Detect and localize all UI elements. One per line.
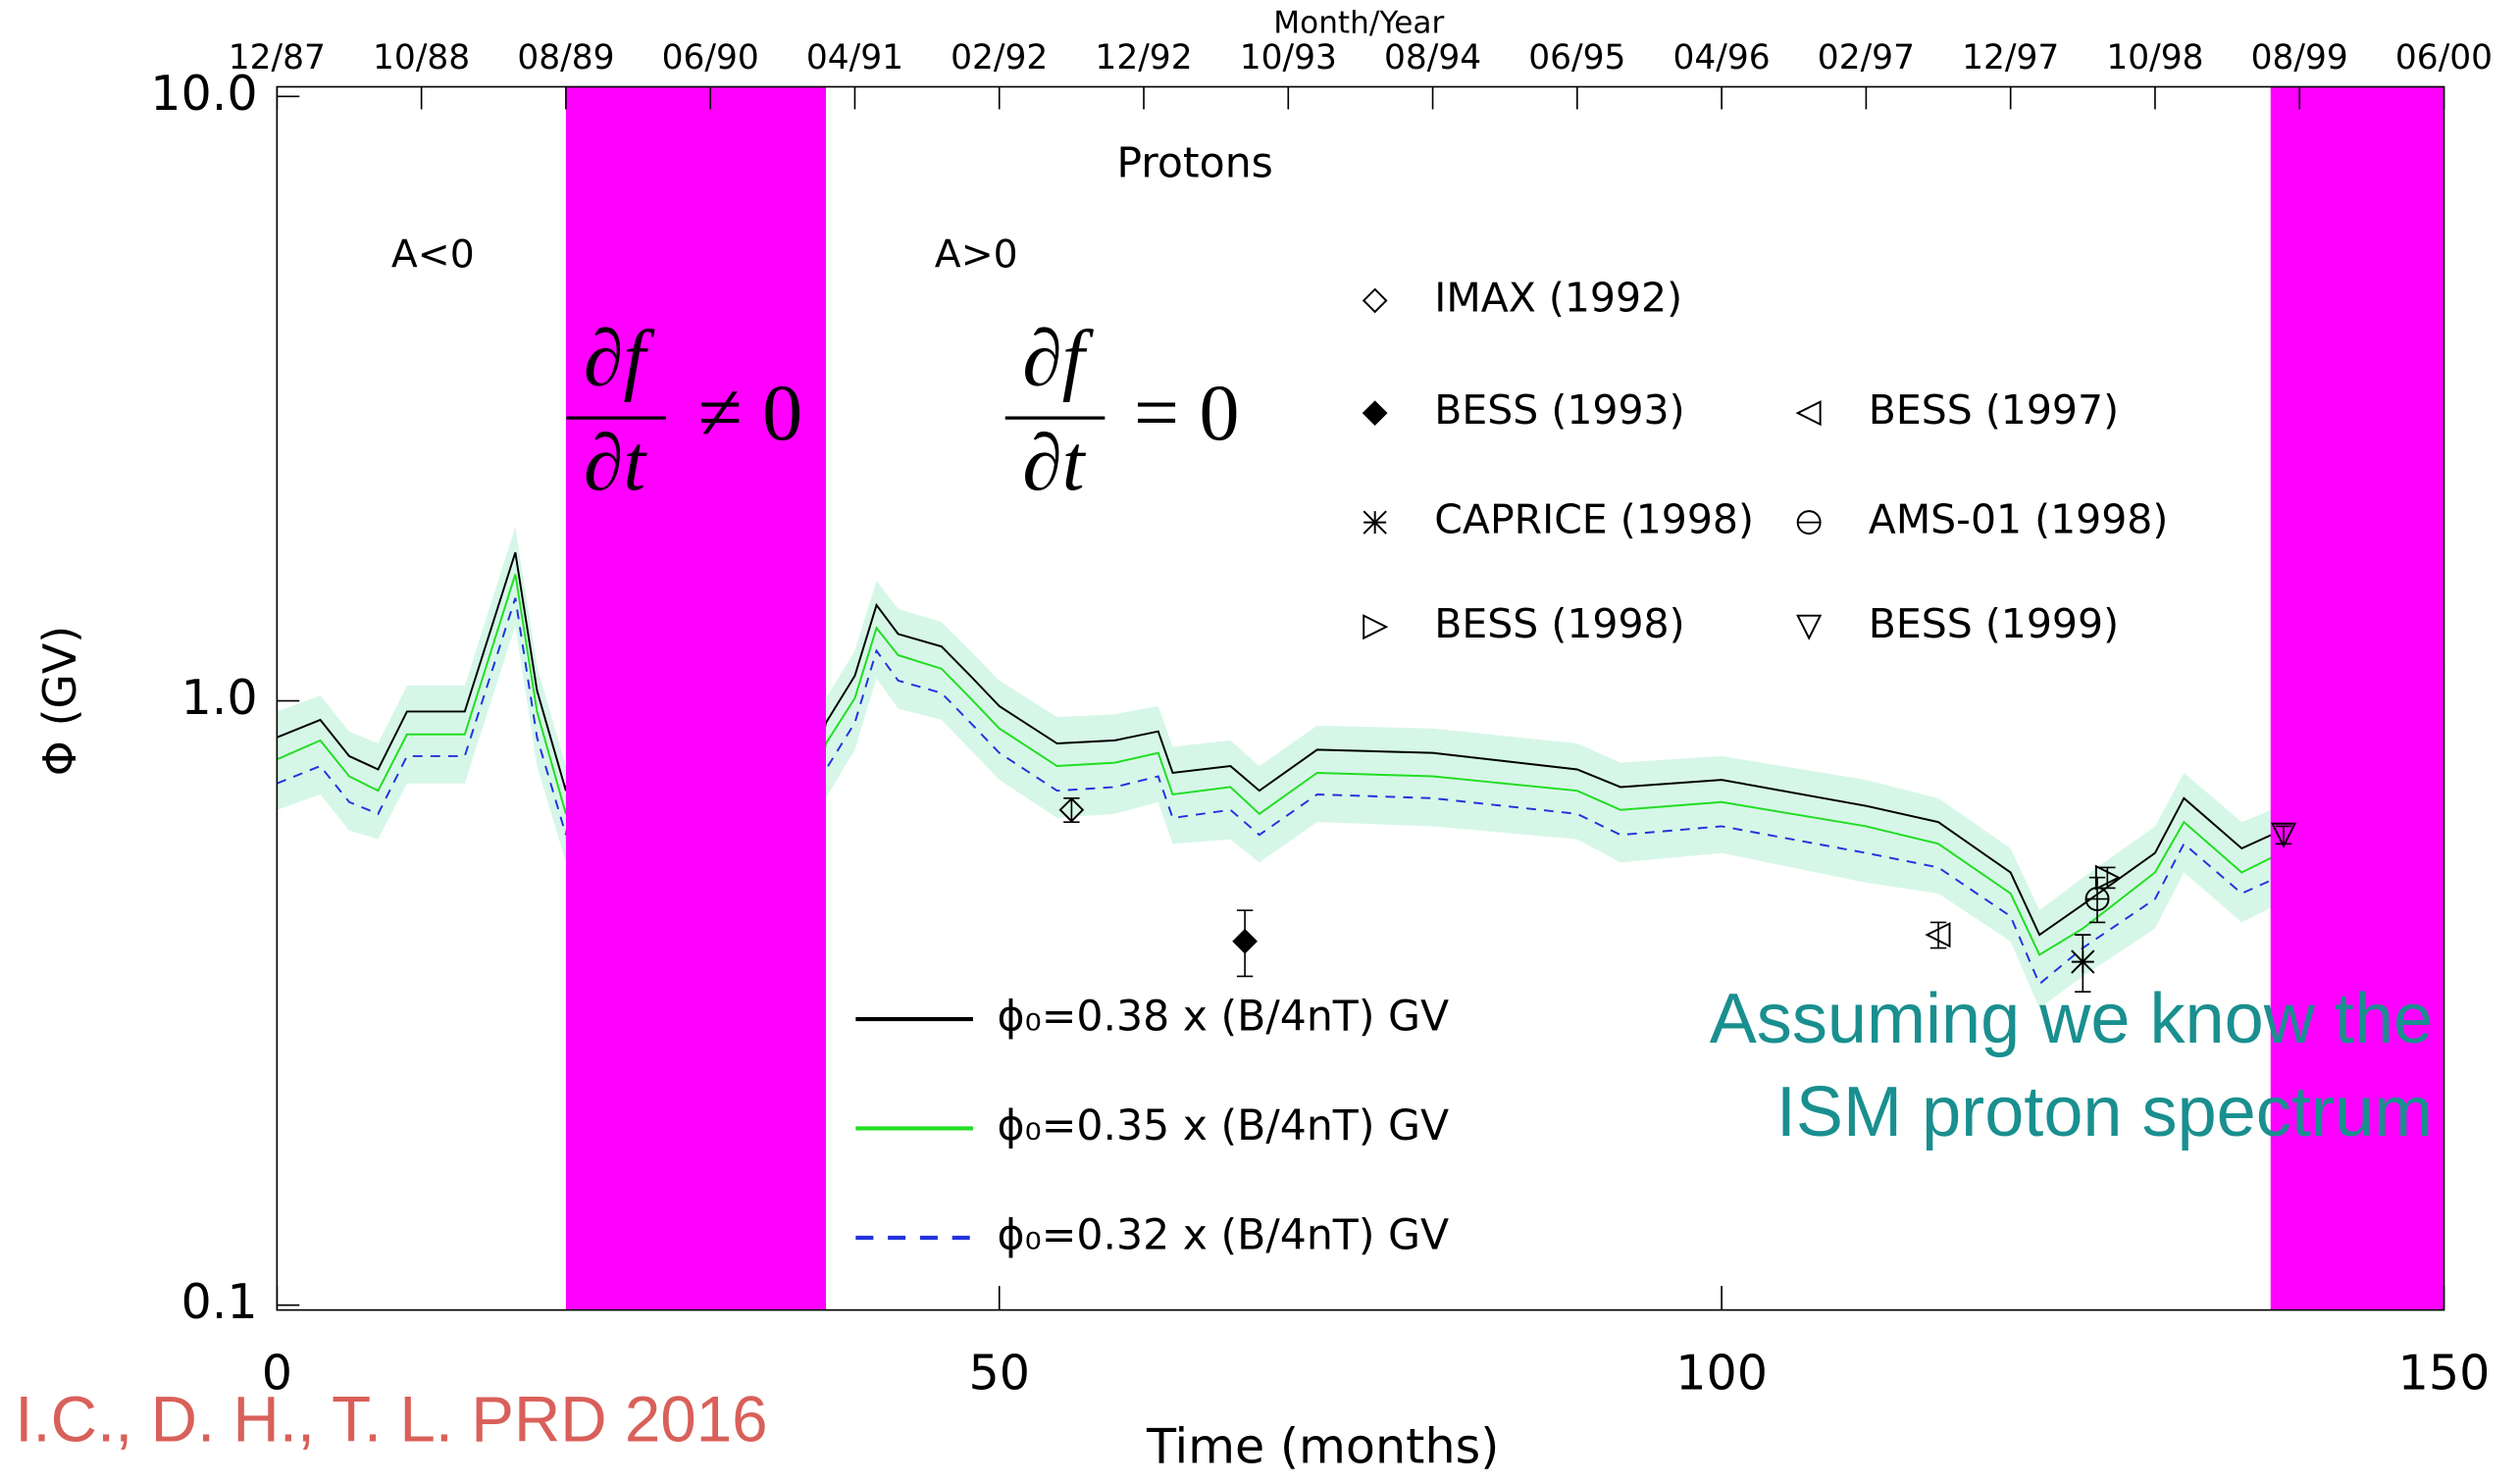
legend-label: BESS (1997) <box>1869 386 2119 434</box>
marker <box>1362 287 1388 314</box>
x2-tick-label: 06/95 <box>1528 38 1625 77</box>
x-tick-label: 150 <box>2398 1344 2491 1401</box>
legend-label: BESS (1998) <box>1434 600 1684 647</box>
x-tick-label: 100 <box>1675 1344 1768 1401</box>
series-line <box>276 597 2445 986</box>
equation: ∂t <box>584 418 647 507</box>
x2-tick-label: 10/93 <box>1240 38 1337 77</box>
x2-tick-label: 04/96 <box>1673 38 1771 77</box>
chart-title: Protons <box>1116 138 1273 187</box>
shaded-period <box>565 86 827 1310</box>
equation: ∂t <box>1022 418 1086 507</box>
x2-tick-label: 06/90 <box>662 38 759 77</box>
legend-label: BESS (1999) <box>1869 600 2119 647</box>
marker <box>1925 922 1951 948</box>
x2-tick-label: 12/92 <box>1095 38 1192 77</box>
marker <box>1362 400 1388 427</box>
legend-label: ϕ₀=0.35 x (B/4nT) GV <box>998 1101 1450 1150</box>
marker <box>1363 614 1389 640</box>
x2-tick-label: 12/87 <box>229 38 326 77</box>
equation: ∂f <box>584 313 655 402</box>
x2-tick-label: 12/97 <box>1962 38 2059 77</box>
marker <box>2270 822 2297 848</box>
marker <box>1232 928 1258 954</box>
equation: ≠ 0 <box>698 368 802 457</box>
series-line <box>276 551 2445 937</box>
citation: I.C., D. H., T. L. PRD 2016 <box>15 1383 767 1455</box>
x-tick-label: 0 <box>262 1344 292 1401</box>
legend-label: ϕ₀=0.32 x (B/4nT) GV <box>998 1210 1450 1259</box>
error-bar <box>2088 876 2106 924</box>
annotation: A<0 <box>391 232 475 278</box>
x-tick-label: 50 <box>968 1344 1030 1401</box>
marker <box>1796 614 1823 640</box>
plot-layer <box>276 86 2445 1310</box>
x2-tick-label: 10/88 <box>373 38 470 77</box>
plot-frame <box>276 85 2445 1311</box>
marker <box>2094 864 2122 891</box>
x-axis-label: Time (months) <box>1146 1418 1499 1475</box>
equation: ∂f <box>1022 313 1094 402</box>
note: ISM proton spectrum <box>1776 1073 2433 1151</box>
legend-label: ϕ₀=0.38 x (B/4nT) GV <box>998 993 1450 1042</box>
y-tick-label: 10.0 <box>150 65 257 122</box>
x2-tick-label: 08/89 <box>517 38 614 77</box>
marker <box>1795 400 1822 427</box>
uncertainty-band <box>277 527 2444 1008</box>
x2-tick-label: 08/99 <box>2251 38 2348 77</box>
error-bar <box>2275 825 2292 845</box>
x2-tick-label: 02/97 <box>1818 38 1915 77</box>
x2-tick-label: 08/94 <box>1384 38 1481 77</box>
y-tick-label: 1.0 <box>181 669 258 726</box>
x2-tick-label: 10/98 <box>2106 38 2203 77</box>
marker <box>2071 949 2095 974</box>
x2-axis-label: Month/Year <box>1273 6 1444 41</box>
legend-label: CAPRICE (1998) <box>1434 496 1754 543</box>
note: Assuming we know the <box>1710 980 2433 1058</box>
series-line <box>276 574 2445 956</box>
marker <box>1363 510 1387 535</box>
x2-tick-label: 06/00 <box>2395 38 2493 77</box>
shaded-period <box>2270 86 2444 1310</box>
x2-tick-label: 02/92 <box>951 38 1048 77</box>
y-axis-label: Φ (GV) <box>33 626 86 776</box>
equation: = 0 <box>1134 368 1240 457</box>
y-tick-label: 0.1 <box>181 1273 258 1330</box>
marker <box>1058 796 1085 823</box>
legend-label: IMAX (1992) <box>1434 274 1682 321</box>
legend-label: BESS (1993) <box>1434 386 1684 434</box>
error-bar <box>1929 921 1947 949</box>
annotation: A>0 <box>935 232 1018 278</box>
legend-label: AMS-01 (1998) <box>1869 496 2169 543</box>
x2-tick-label: 04/91 <box>806 38 903 77</box>
